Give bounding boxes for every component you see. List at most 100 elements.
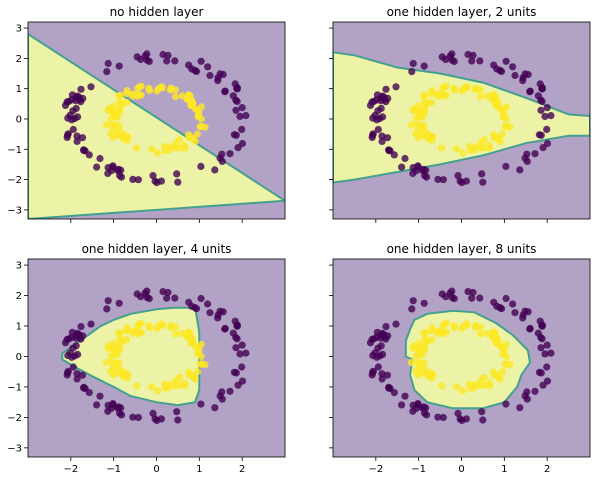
point-inner (412, 114, 420, 122)
point-inner (493, 96, 501, 104)
point-outer (232, 96, 240, 104)
point-outer (79, 332, 87, 340)
point-outer (96, 154, 104, 163)
point-outer (422, 404, 430, 412)
point-inner (438, 382, 446, 390)
point-outer (236, 112, 244, 120)
point-outer (103, 305, 111, 313)
point-outer (420, 62, 428, 70)
point-outer (149, 172, 157, 180)
point-inner (412, 129, 420, 138)
point-outer (374, 363, 382, 371)
point-outer (117, 166, 125, 174)
point-outer (174, 178, 182, 186)
point-inner (436, 327, 444, 335)
panel-3: −2 −1 0 1 2 −3 −2 −1 0 1 2 3 one hidden layer, 4 uni… (7, 242, 286, 475)
point-inner (171, 144, 179, 152)
point-outer (63, 133, 71, 141)
point-inner (109, 102, 117, 110)
point-outer (238, 125, 246, 133)
y-tick-label: 2 (16, 54, 22, 65)
point-outer (379, 113, 387, 121)
point-inner (112, 109, 120, 117)
point-inner (413, 120, 421, 128)
point-outer (422, 411, 431, 419)
point-outer (537, 344, 545, 352)
point-inner (178, 329, 186, 337)
point-inner (453, 383, 461, 391)
point-inner (167, 84, 175, 92)
x-tick-label: 2 (239, 464, 245, 475)
point-inner (167, 321, 175, 329)
point-outer (508, 63, 517, 71)
point-inner (122, 327, 130, 335)
point-inner (493, 333, 501, 342)
x-tick-label: −1 (411, 464, 426, 475)
point-outer (409, 297, 417, 305)
point-inner (122, 90, 130, 98)
y-tick-label: −3 (7, 205, 22, 216)
point-outer (516, 166, 524, 174)
point-inner (171, 93, 180, 101)
y-tick-label: −3 (7, 443, 22, 454)
x-tick-label: −1 (106, 464, 121, 475)
point-outer (129, 175, 137, 183)
y-tick-label: 3 (16, 24, 22, 35)
point-outer (382, 85, 390, 93)
point-outer (454, 172, 462, 180)
panel-2: one hidden layer, 2 units (329, 5, 591, 223)
point-outer (171, 294, 179, 302)
point-outer (197, 400, 205, 408)
point-outer (401, 154, 409, 163)
point-inner (424, 135, 433, 143)
point-outer (547, 349, 555, 357)
point-outer (149, 409, 157, 417)
point-outer (378, 132, 386, 140)
point-outer (69, 363, 77, 371)
point-outer (197, 57, 205, 65)
point-inner (145, 322, 153, 330)
point-inner (201, 361, 209, 369)
point-inner (107, 352, 115, 360)
point-inner (175, 136, 183, 144)
point-outer (218, 157, 226, 165)
point-outer (378, 137, 386, 145)
point-outer (458, 416, 466, 424)
point-inner (421, 339, 429, 347)
point-outer (226, 387, 234, 395)
point-outer (434, 175, 442, 183)
x-tick-label: 2 (544, 464, 550, 475)
point-outer (103, 68, 111, 76)
point-outer (232, 369, 240, 377)
point-outer (383, 371, 392, 379)
point-outer (238, 104, 246, 112)
point-outer (547, 112, 555, 120)
point-inner (472, 321, 480, 329)
x-tick-label: −2 (63, 464, 78, 475)
point-inner (439, 84, 447, 92)
point-outer (163, 294, 171, 302)
y-tick-label: −2 (7, 175, 22, 186)
point-outer (374, 107, 382, 115)
point-outer (414, 401, 422, 409)
point-outer (378, 370, 386, 378)
point-inner (421, 329, 429, 337)
point-inner (107, 367, 115, 375)
region-positive (28, 32, 285, 219)
point-outer (502, 294, 510, 303)
point-inner (476, 93, 485, 101)
point-inner (189, 135, 197, 143)
point-outer (478, 170, 486, 178)
point-outer (422, 166, 430, 174)
point-inner (413, 358, 421, 366)
point-inner (439, 322, 447, 330)
point-outer (439, 413, 447, 422)
y-tick-label: −1 (7, 145, 22, 156)
point-inner (155, 322, 163, 330)
point-inner (499, 350, 507, 358)
point-inner (108, 358, 116, 366)
point-outer (414, 163, 422, 171)
point-outer (171, 57, 179, 65)
point-outer (448, 287, 456, 295)
